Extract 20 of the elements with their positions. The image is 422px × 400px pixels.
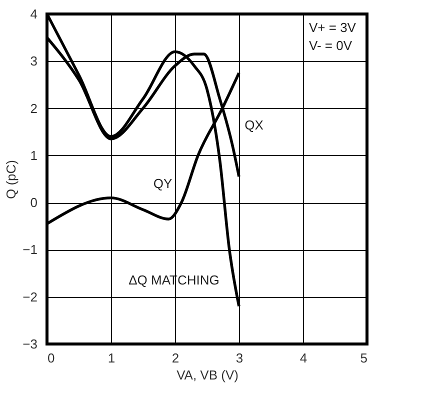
x-tick-label: 0 bbox=[48, 350, 55, 366]
annotation: QY bbox=[153, 176, 173, 191]
x-axis-title: VA, VB (V) bbox=[176, 368, 238, 382]
y-tick-label: −3 bbox=[22, 336, 38, 352]
x-tick-label: 3 bbox=[236, 350, 244, 366]
annotation: V- = 0V bbox=[309, 38, 352, 53]
y-tick-label: 4 bbox=[30, 6, 38, 22]
y-tick-label: 2 bbox=[30, 100, 38, 116]
y-tick-label: 3 bbox=[30, 54, 38, 69]
annotation: V+ = 3V bbox=[309, 20, 356, 35]
y-tick-label: −1 bbox=[22, 242, 38, 258]
annotation: QX bbox=[244, 117, 264, 132]
y-axis-title: Q (pC) bbox=[4, 160, 19, 199]
y-tick-label: 0 bbox=[30, 195, 38, 210]
y-tick-label: 1 bbox=[30, 148, 38, 163]
x-tick-label: 1 bbox=[108, 350, 116, 366]
x-tick-label: 5 bbox=[360, 350, 368, 366]
x-tick-label: 4 bbox=[300, 350, 308, 366]
x-tick-label: 2 bbox=[172, 350, 180, 366]
y-tick-label: −2 bbox=[22, 289, 38, 304]
